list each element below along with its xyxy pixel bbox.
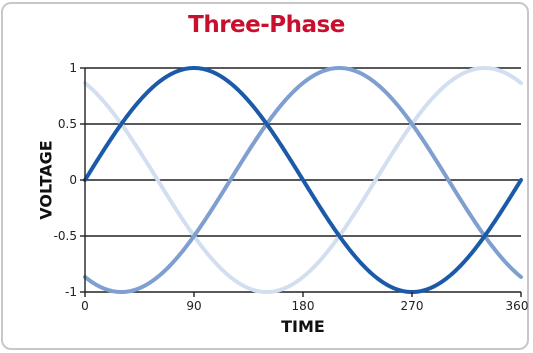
x-tick-label-3: 270	[401, 299, 424, 313]
x-tick-label-2: 180	[292, 299, 315, 313]
chart-title: Three-Phase	[188, 12, 345, 38]
series-line-2	[83, 65, 523, 295]
x-tick-label-4: 360	[506, 299, 529, 313]
series-lines	[83, 65, 523, 295]
tick-labels: 1 0.5 0 -0.5 -1 0 90 180 270 360	[54, 61, 529, 313]
x-tick-label-0: 0	[81, 299, 89, 313]
series-line-1	[83, 65, 523, 295]
series-line-0	[83, 65, 523, 295]
y-tick-label-4: -1	[65, 285, 77, 299]
y-tick-label-1: 0.5	[58, 117, 77, 131]
y-axis-title: VOLTAGE	[37, 140, 56, 219]
y-tick-label-2: 0	[69, 173, 77, 187]
x-tick-label-1: 90	[186, 299, 201, 313]
axes	[80, 67, 522, 297]
y-tick-label-0: 1	[69, 61, 77, 75]
y-tick-label-3: -0.5	[54, 229, 77, 243]
x-axis-title: TIME	[281, 317, 325, 336]
